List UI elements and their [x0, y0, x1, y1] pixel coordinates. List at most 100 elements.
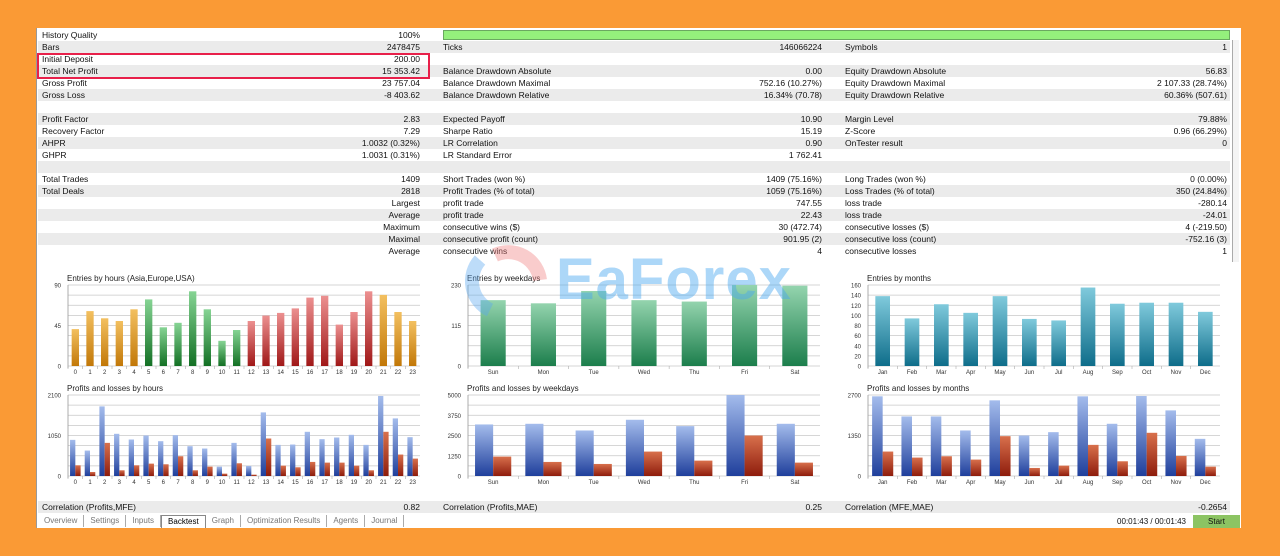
tab-optimization-results[interactable]: Optimization Results: [241, 515, 328, 527]
x-tick-label: 14: [277, 370, 284, 376]
losses-bar: [104, 442, 110, 476]
tab-inputs[interactable]: Inputs: [126, 515, 162, 527]
x-tick-label: 21: [380, 370, 387, 376]
losses-bar: [207, 466, 213, 476]
ticks-value: 146066224: [779, 42, 822, 52]
profit-trades-of-total-value: 1059 (75.16%): [766, 186, 822, 196]
x-tick-label: Oct: [1142, 370, 1152, 376]
y-tick-label: 1050: [48, 434, 62, 440]
consecutive-wins-value: 4: [817, 246, 822, 256]
x-tick-label: Sep: [1112, 480, 1123, 486]
losses-bar: [1146, 432, 1158, 476]
tab-graph[interactable]: Graph: [206, 515, 241, 527]
entries-bar: [321, 295, 329, 366]
profits-bar: [960, 430, 971, 476]
expected-payoff-value: 10.90: [800, 114, 822, 124]
report-row: [38, 101, 1230, 113]
x-tick-label: 11: [234, 370, 241, 376]
long-trades-won-label: Long Trades (won %): [845, 174, 926, 184]
blank-value: [503, 101, 822, 113]
ontester-result-label: OnTester result: [845, 138, 903, 148]
x-tick-label: Sun: [488, 480, 499, 486]
report-row: GHPR 1.0031 (0.31%) LR Standard Error 1 762…: [38, 149, 1230, 161]
chart-entries-by-hours-asia-europe-usa: Entries by hours (Asia,Europe,USA) 0 45 90 0…: [35, 270, 435, 382]
equity-drawdown-absolute-label: Equity Drawdown Absolute: [845, 66, 947, 76]
profits-bar: [158, 441, 164, 476]
entries-bar: [681, 301, 707, 366]
y-tick-label: 80: [854, 324, 861, 330]
entries-bar: [782, 285, 808, 366]
losses-bar: [1176, 455, 1187, 476]
x-tick-label: 8: [191, 480, 195, 486]
y-tick-label: 0: [458, 475, 462, 481]
total-net-profit-label: Total Net Profit: [42, 66, 98, 76]
profits-bar: [275, 444, 281, 476]
x-tick-label: 15: [292, 370, 299, 376]
losses-bar: [398, 454, 404, 476]
corr-profits-mfe-label: Correlation (Profits,MFE): [42, 502, 136, 512]
entries-bar: [218, 340, 226, 366]
x-tick-label: Jun: [1024, 480, 1034, 486]
report-row: Maximum consecutive wins ($) 30 (472.74) co…: [38, 221, 1230, 233]
profits-bar: [575, 430, 594, 476]
start-button[interactable]: Start: [1193, 515, 1240, 528]
elapsed-timer: 00:01:43 / 00:01:43: [1117, 517, 1186, 526]
chart-title: Profits and losses by months: [867, 384, 969, 393]
chart-title: Entries by weekdays: [467, 274, 540, 283]
total-deals-label: Total Deals: [42, 186, 85, 196]
profits-bar: [216, 466, 222, 476]
tab-overview[interactable]: Overview: [38, 515, 85, 527]
losses-bar: [163, 464, 169, 476]
losses-bar: [119, 470, 125, 476]
profits-bar: [989, 400, 1000, 476]
losses-bar: [178, 456, 184, 476]
ahpr-label: AHPR: [42, 138, 66, 148]
total-trades-label: Total Trades: [42, 174, 89, 184]
expected-payoff-label: Expected Payoff: [443, 114, 505, 124]
x-tick-label: 10: [219, 480, 226, 486]
entries-bar: [1139, 302, 1154, 366]
entries-bar: [963, 312, 978, 366]
losses-bar: [644, 451, 663, 476]
margin-level-label: Margin Level: [845, 114, 894, 124]
entries-bar: [394, 312, 402, 366]
profits-bar: [726, 395, 745, 476]
x-tick-label: Nov: [1171, 370, 1182, 376]
profits-bar: [625, 419, 644, 476]
balance-drawdown-absolute-value: 0.00: [805, 66, 822, 76]
losses-bar: [1029, 467, 1040, 476]
tab-backtest[interactable]: Backtest: [161, 515, 206, 528]
corr-profits-mae-value: 0.25: [805, 502, 822, 512]
tab-settings[interactable]: Settings: [84, 515, 127, 527]
tab-journal[interactable]: Journal: [365, 515, 405, 527]
x-tick-label: 22: [395, 370, 402, 376]
x-tick-label: 18: [336, 370, 343, 376]
losses-bar: [543, 461, 562, 476]
total-deals-value: 2818: [401, 186, 420, 196]
entries-bar: [409, 321, 417, 366]
vertical-scrollbar[interactable]: [1232, 40, 1239, 262]
loss-trade-label: loss trade: [845, 210, 882, 220]
x-tick-label: 1: [88, 480, 92, 486]
x-tick-label: 3: [118, 480, 122, 486]
losses-bar: [75, 465, 81, 476]
x-tick-label: 5: [147, 480, 151, 486]
losses-bar: [236, 463, 242, 476]
consecutive-losses-label: consecutive losses ($): [845, 222, 930, 232]
entries-bar: [189, 291, 197, 366]
y-tick-label: 45: [54, 324, 61, 330]
chart-entries-by-weekdays: Entries by weekdays 0 115 230 Sun Mon Tue Wed Th…: [435, 270, 835, 382]
entries-bar: [1022, 318, 1037, 366]
blank-value: [503, 161, 822, 173]
tab-agents[interactable]: Agents: [327, 515, 366, 527]
x-tick-label: Thu: [689, 370, 699, 376]
entries-bar: [130, 309, 138, 366]
x-tick-label: 1: [88, 370, 92, 376]
entries-bar: [86, 311, 94, 366]
profits-bar: [407, 437, 413, 476]
x-tick-label: 8: [191, 370, 195, 376]
entries-bar: [101, 318, 109, 366]
x-tick-label: Sat: [790, 370, 799, 376]
history-quality-progress-bar: [443, 30, 1230, 40]
losses-bar: [1088, 444, 1099, 476]
